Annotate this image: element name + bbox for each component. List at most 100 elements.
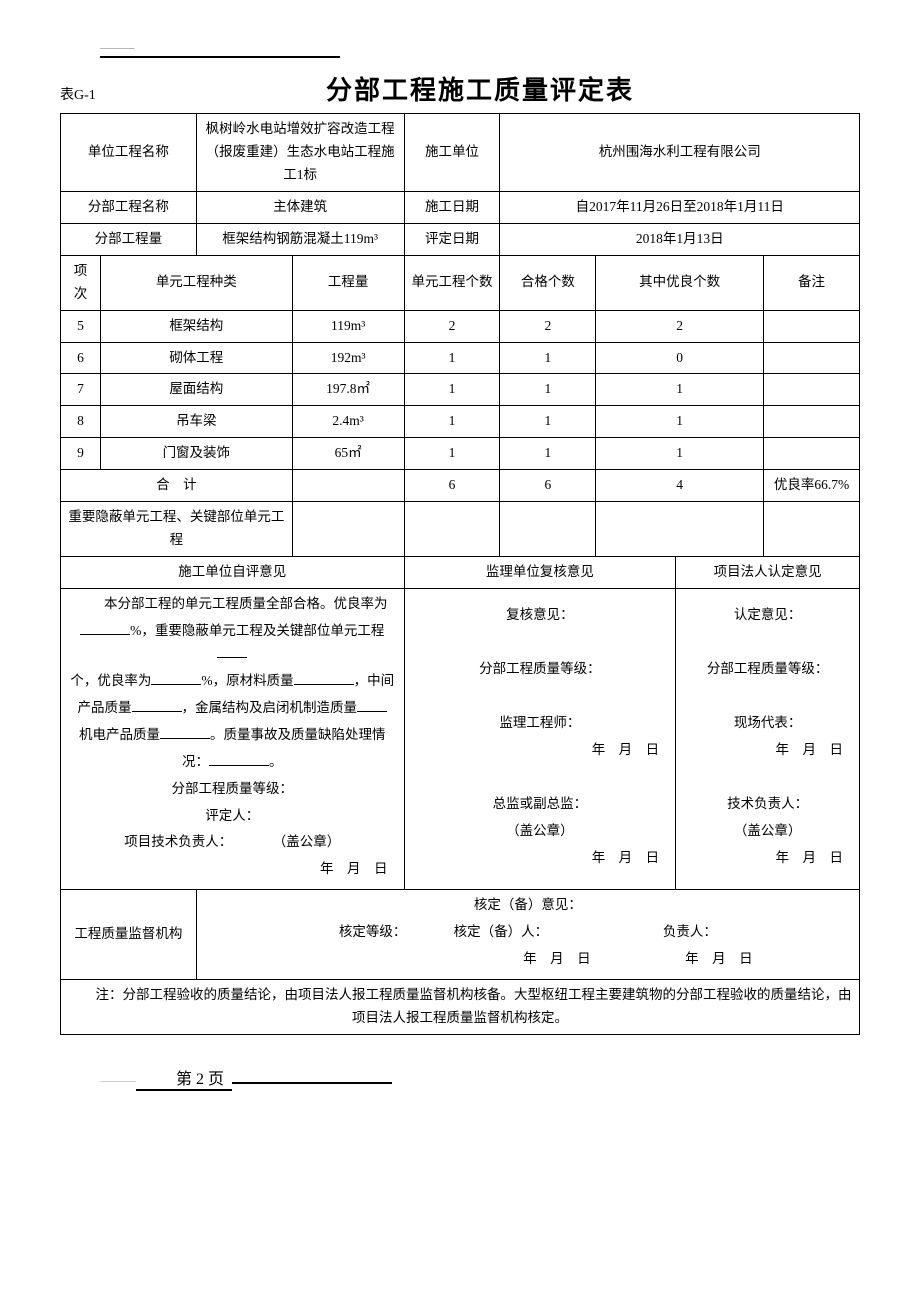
col-unit-count: 单元工程个数: [404, 255, 500, 310]
col-amount: 工程量: [292, 255, 404, 310]
opinion-body-row: 本分部工程的单元工程质量全部合格。优良率为 %，重要隐蔽单元工程及关键部位单元工…: [61, 589, 860, 890]
cell-type: 门窗及装饰: [100, 438, 292, 470]
total-qualified: 6: [500, 470, 596, 502]
col-seq: 项次: [61, 255, 101, 310]
t: 核定等级：: [339, 924, 400, 939]
t: 评定人：: [67, 805, 398, 828]
supervision-row: 工程质量监督机构 核定（备）意见： 核定等级： 核定（备）人： 负责人： 年 月…: [61, 890, 860, 980]
t: 监理工程师：: [411, 712, 670, 735]
cell-qualified: 1: [500, 374, 596, 406]
date: 年 月 日: [685, 951, 753, 966]
page-number: 第 2 页: [136, 1065, 232, 1091]
cell-excellent: 1: [596, 374, 764, 406]
cell-remark: [764, 374, 860, 406]
t: ，中间: [354, 673, 395, 688]
t: （盖公章）: [682, 820, 853, 843]
cell-unit: 1: [404, 438, 500, 470]
val-construction-date: 自2017年11月26日至2018年1月11日: [500, 191, 860, 223]
cell-type: 屋面结构: [100, 374, 292, 406]
cell-remark: [764, 406, 860, 438]
label-subsection-amount: 分部工程量: [61, 223, 197, 255]
t: 机电产品质量: [79, 727, 160, 742]
header-row: 表G-1 分部工程施工质量评定表: [60, 70, 860, 107]
label-construction-unit: 施工单位: [404, 114, 500, 192]
col-excellent: 其中优良个数: [596, 255, 764, 310]
cell-qualified: 1: [500, 342, 596, 374]
cell-remark: [764, 310, 860, 342]
t: 复核意见：: [411, 604, 670, 627]
date: 年 月 日: [411, 739, 670, 762]
t: 核定（备）人：: [454, 924, 542, 939]
table-row: 6 砌体工程 192m³ 1 1 0: [61, 342, 860, 374]
t: 分部工程质量等级：: [411, 658, 670, 681]
label-total: 合 计: [61, 470, 293, 502]
label-hidden: 重要隐蔽单元工程、关键部位单元工程: [61, 502, 293, 557]
label-evaluation-date: 评定日期: [404, 223, 500, 255]
cell-amount: 65㎡: [292, 438, 404, 470]
t: 分部工程质量等级：: [682, 658, 853, 681]
val-unit-project: 枫树岭水电站增效扩容改造工程（报废重建）生态水电站工程施工1标: [196, 114, 404, 192]
cell-seq: 6: [61, 342, 101, 374]
t: （盖公章）: [280, 834, 341, 849]
t: ，金属结构及启闭机制造质量: [182, 700, 358, 715]
date: 年 月 日: [411, 847, 670, 870]
t: 本分部工程的单元工程质量全部合格。优良率为: [77, 596, 388, 611]
table-row: 9 门窗及装饰 65㎡ 1 1 1: [61, 438, 860, 470]
supervision-block: 核定（备）意见： 核定等级： 核定（备）人： 负责人： 年 月 日 年 月 日: [196, 890, 859, 980]
cell-seq: 8: [61, 406, 101, 438]
t: 现场代表：: [682, 712, 853, 735]
label-construction-date: 施工日期: [404, 191, 500, 223]
total-row: 合 计 6 6 4 优良率66.7%: [61, 470, 860, 502]
val-subsection-amount: 框架结构钢筋混凝土119m³: [196, 223, 404, 255]
cell-amount: 192m³: [292, 342, 404, 374]
column-headers: 项次 单元工程种类 工程量 单元工程个数 合格个数 其中优良个数 备注: [61, 255, 860, 310]
t: 总监或副总监：: [411, 793, 670, 816]
cell-type: 吊车梁: [100, 406, 292, 438]
label-self-opinion: 施工单位自评意见: [61, 557, 405, 589]
cell-remark: [764, 342, 860, 374]
label-owner-opinion: 项目法人认定意见: [676, 557, 860, 589]
label-unit-project: 单位工程名称: [61, 114, 197, 192]
evaluation-table: 单位工程名称 枫树岭水电站增效扩容改造工程（报废重建）生态水电站工程施工1标 施…: [60, 113, 860, 1035]
t: 况：: [182, 754, 209, 769]
label-supervision: 工程质量监督机构: [61, 890, 197, 980]
opinion-header-row: 施工单位自评意见 监理单位复核意见 项目法人认定意见: [61, 557, 860, 589]
cell-type: 框架结构: [100, 310, 292, 342]
cell-qualified: 1: [500, 406, 596, 438]
table-row: 5 框架结构 119m³ 2 2 2: [61, 310, 860, 342]
self-opinion-block: 本分部工程的单元工程质量全部合格。优良率为 %，重要隐蔽单元工程及关键部位单元工…: [61, 589, 405, 890]
date: 年 月 日: [523, 951, 591, 966]
t: 产品质量: [78, 700, 132, 715]
t: %，重要隐蔽单元工程及关键部位单元工程: [130, 623, 384, 638]
table-row: 8 吊车梁 2.4m³ 1 1 1: [61, 406, 860, 438]
cell-excellent: 2: [596, 310, 764, 342]
cell-amount: 197.8㎡: [292, 374, 404, 406]
cell-remark: [764, 438, 860, 470]
owner-opinion-block: 认定意见： 分部工程质量等级： 现场代表： 年 月 日 技术负责人： （盖公章）…: [676, 589, 860, 890]
top-rule: ————: [100, 40, 340, 58]
cell-excellent: 1: [596, 406, 764, 438]
note-row: 注：分部工程验收的质量结论，由项目法人报工程质量监督机构核备。大型枢纽工程主要建…: [61, 980, 860, 1035]
page-title: 分部工程施工质量评定表: [180, 70, 780, 107]
cell-unit: 1: [404, 374, 500, 406]
t: 。质量事故及质量缺陷处理情: [210, 727, 386, 742]
footer: ————第 2 页: [100, 1065, 860, 1091]
cell-amount: 2.4m³: [292, 406, 404, 438]
info-row-2: 分部工程名称 主体建筑 施工日期 自2017年11月26日至2018年1月11日: [61, 191, 860, 223]
t: （盖公章）: [411, 820, 670, 843]
cell-unit: 2: [404, 310, 500, 342]
t: 技术负责人：: [682, 793, 853, 816]
col-type: 单元工程种类: [100, 255, 292, 310]
t: 项目技术负责人：: [124, 834, 225, 849]
date: 年 月 日: [67, 858, 398, 881]
note-text: 注：分部工程验收的质量结论，由项目法人报工程质量监督机构核备。大型枢纽工程主要建…: [61, 980, 860, 1035]
t: 个，优良率为: [70, 673, 151, 688]
info-row-1: 单位工程名称 枫树岭水电站增效扩容改造工程（报废重建）生态水电站工程施工1标 施…: [61, 114, 860, 192]
t: 核定（备）意见：: [203, 894, 853, 917]
val-evaluation-date: 2018年1月13日: [500, 223, 860, 255]
val-subsection-name: 主体建筑: [196, 191, 404, 223]
cell-qualified: 2: [500, 310, 596, 342]
cell-amount: 119m³: [292, 310, 404, 342]
cell-qualified: 1: [500, 438, 596, 470]
t: 分部工程质量等级：: [67, 778, 398, 801]
